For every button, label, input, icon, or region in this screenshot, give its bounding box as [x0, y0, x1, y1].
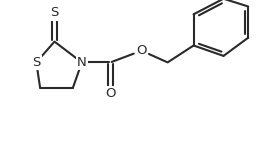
Text: S: S [50, 6, 59, 19]
Text: N: N [77, 56, 87, 69]
Text: S: S [32, 56, 41, 69]
Text: O: O [105, 87, 116, 100]
Text: O: O [136, 44, 147, 57]
